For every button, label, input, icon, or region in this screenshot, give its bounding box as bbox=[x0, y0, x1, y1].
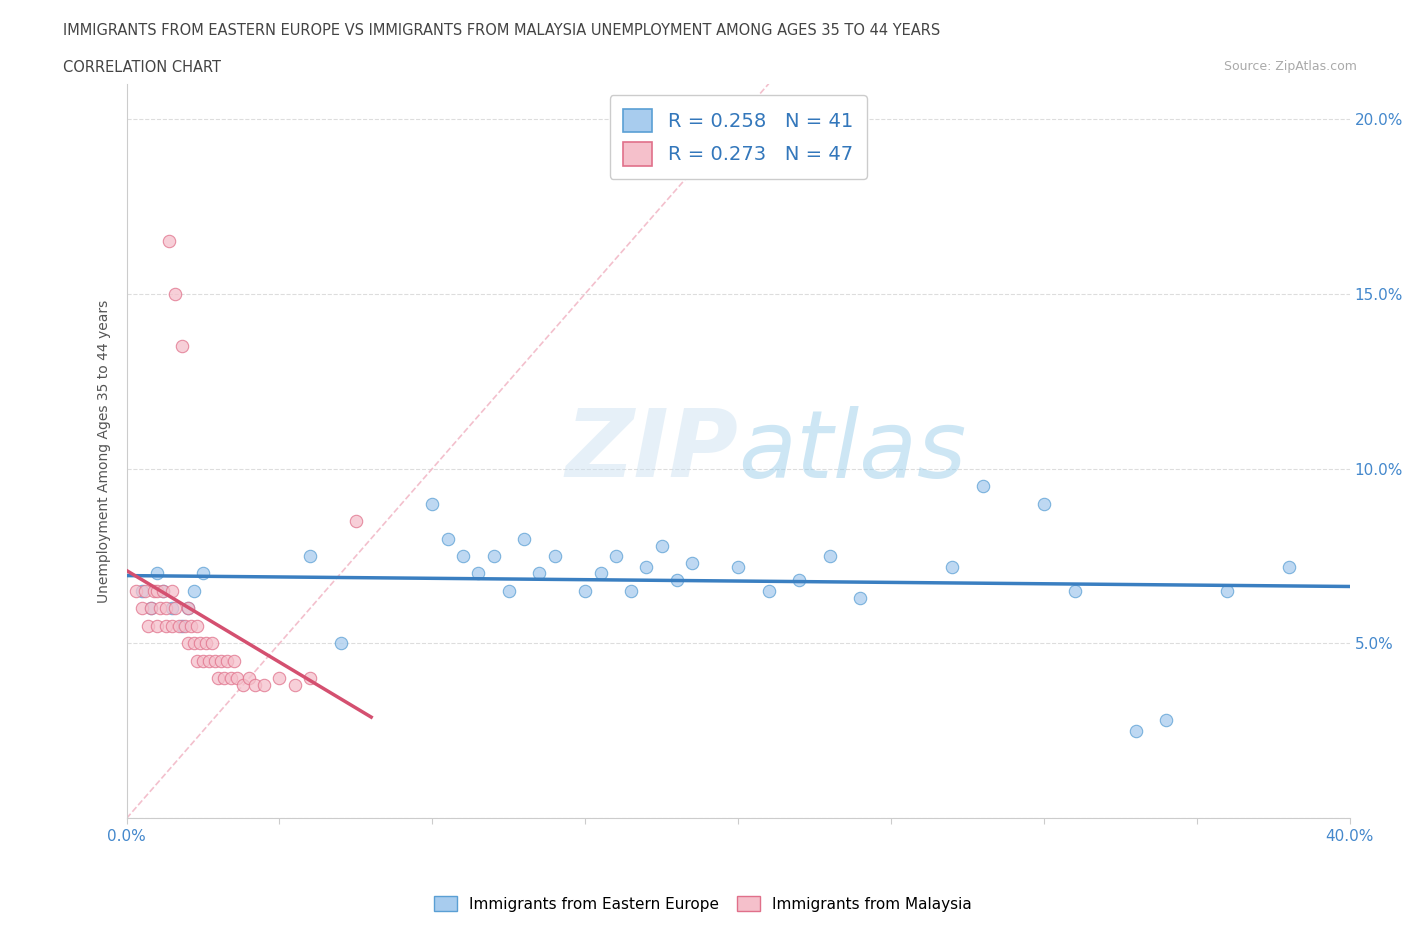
Point bbox=[789, 573, 811, 588]
Point bbox=[207, 671, 229, 686]
Point bbox=[299, 549, 322, 564]
Point bbox=[972, 479, 994, 494]
Point bbox=[513, 531, 536, 546]
Point bbox=[1216, 583, 1239, 598]
Point bbox=[1063, 583, 1085, 598]
Point bbox=[195, 636, 218, 651]
Point bbox=[162, 618, 184, 633]
Point bbox=[1278, 559, 1301, 574]
Point bbox=[155, 618, 177, 633]
Point bbox=[451, 549, 474, 564]
Point bbox=[498, 583, 520, 598]
Point bbox=[1125, 724, 1147, 738]
Point bbox=[155, 601, 177, 616]
Point bbox=[209, 654, 232, 669]
Point bbox=[152, 583, 174, 598]
Point bbox=[222, 654, 245, 669]
Point bbox=[204, 654, 226, 669]
Text: ZIP: ZIP bbox=[565, 405, 738, 497]
Legend: Immigrants from Eastern Europe, Immigrants from Malaysia: Immigrants from Eastern Europe, Immigran… bbox=[427, 889, 979, 918]
Point bbox=[941, 559, 963, 574]
Point bbox=[167, 618, 190, 633]
Point bbox=[329, 636, 352, 651]
Point bbox=[727, 559, 749, 574]
Point bbox=[422, 496, 444, 511]
Point bbox=[467, 566, 489, 581]
Point bbox=[482, 549, 505, 564]
Point bbox=[818, 549, 841, 564]
Point bbox=[139, 601, 162, 616]
Point bbox=[183, 636, 205, 651]
Point bbox=[162, 583, 184, 598]
Point bbox=[165, 601, 187, 616]
Point bbox=[219, 671, 242, 686]
Point bbox=[243, 678, 266, 693]
Point bbox=[758, 583, 780, 598]
Point bbox=[605, 549, 627, 564]
Point bbox=[225, 671, 247, 686]
Point bbox=[183, 583, 205, 598]
Point bbox=[1033, 496, 1056, 511]
Point bbox=[651, 538, 673, 553]
Point bbox=[217, 654, 239, 669]
Y-axis label: Unemployment Among Ages 35 to 44 years: Unemployment Among Ages 35 to 44 years bbox=[97, 299, 111, 603]
Text: atlas: atlas bbox=[738, 405, 966, 497]
Legend: R = 0.258   N = 41, R = 0.273   N = 47: R = 0.258 N = 41, R = 0.273 N = 47 bbox=[610, 95, 866, 179]
Point bbox=[136, 618, 159, 633]
Point bbox=[666, 573, 689, 588]
Point bbox=[436, 531, 458, 546]
Point bbox=[544, 549, 567, 564]
Point bbox=[238, 671, 260, 686]
Point bbox=[636, 559, 658, 574]
Point bbox=[134, 583, 156, 598]
Text: IMMIGRANTS FROM EASTERN EUROPE VS IMMIGRANTS FROM MALAYSIA UNEMPLOYMENT AMONG AG: IMMIGRANTS FROM EASTERN EUROPE VS IMMIGR… bbox=[63, 23, 941, 38]
Point bbox=[170, 339, 193, 353]
Point bbox=[574, 583, 596, 598]
Point bbox=[149, 601, 172, 616]
Point bbox=[157, 233, 180, 248]
Point bbox=[186, 654, 208, 669]
Point bbox=[125, 583, 148, 598]
Point bbox=[177, 601, 200, 616]
Point bbox=[131, 583, 153, 598]
Point bbox=[188, 636, 211, 651]
Text: CORRELATION CHART: CORRELATION CHART bbox=[63, 60, 221, 75]
Point bbox=[131, 601, 153, 616]
Point bbox=[198, 654, 221, 669]
Point bbox=[165, 286, 187, 301]
Point bbox=[214, 671, 236, 686]
Point bbox=[146, 583, 169, 598]
Point bbox=[177, 636, 200, 651]
Point bbox=[139, 601, 162, 616]
Point bbox=[232, 678, 254, 693]
Point bbox=[146, 618, 169, 633]
Point bbox=[620, 583, 643, 598]
Point bbox=[681, 555, 703, 570]
Point bbox=[146, 566, 169, 581]
Point bbox=[529, 566, 551, 581]
Text: Source: ZipAtlas.com: Source: ZipAtlas.com bbox=[1223, 60, 1357, 73]
Point bbox=[284, 678, 307, 693]
Point bbox=[1156, 713, 1178, 728]
Point bbox=[173, 618, 195, 633]
Point bbox=[191, 566, 214, 581]
Point bbox=[269, 671, 291, 686]
Point bbox=[849, 591, 872, 605]
Point bbox=[170, 618, 193, 633]
Point bbox=[344, 513, 367, 528]
Point bbox=[191, 654, 214, 669]
Point bbox=[299, 671, 322, 686]
Point bbox=[162, 601, 184, 616]
Point bbox=[589, 566, 612, 581]
Point bbox=[253, 678, 276, 693]
Point bbox=[180, 618, 202, 633]
Point bbox=[201, 636, 224, 651]
Point bbox=[152, 583, 174, 598]
Point bbox=[143, 583, 166, 598]
Point bbox=[186, 618, 208, 633]
Point bbox=[177, 601, 200, 616]
